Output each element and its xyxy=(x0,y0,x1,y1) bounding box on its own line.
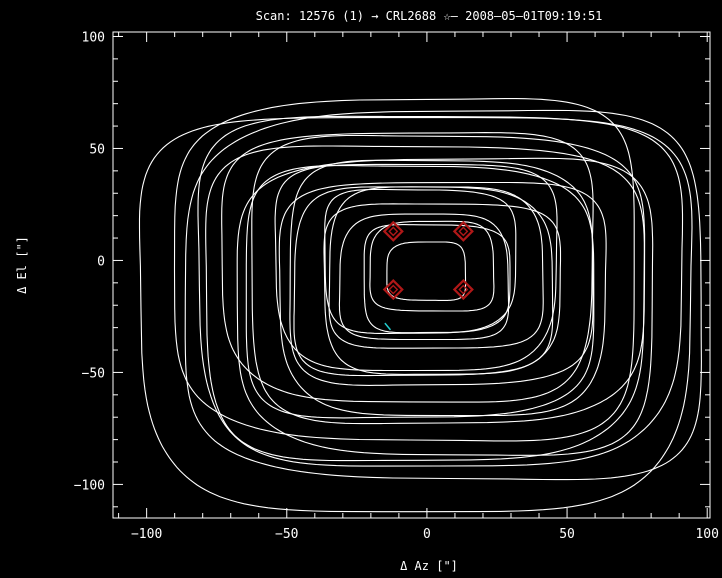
scan-loop-17 xyxy=(323,203,562,375)
source-marker-2 xyxy=(382,279,404,301)
scan-loop-9 xyxy=(369,220,495,312)
y-tick-label: 100 xyxy=(82,30,105,45)
scan-loop-13 xyxy=(236,157,654,456)
source-marker-inner-2 xyxy=(388,284,399,295)
scan-loop-18 xyxy=(324,188,517,334)
x-tick-label: 0 xyxy=(423,527,431,542)
scan-loop-10 xyxy=(386,241,467,301)
scan-loop-1 xyxy=(197,115,684,467)
source-markers xyxy=(382,220,474,301)
y-tick-label: 50 xyxy=(89,142,105,157)
scan-loop-15 xyxy=(278,181,607,417)
x-tick-label: 50 xyxy=(559,527,575,542)
scan-loop-2 xyxy=(205,145,645,462)
scan-traces xyxy=(138,98,702,513)
scan-loop-11 xyxy=(184,109,702,481)
y-axis-title: Δ El ["] xyxy=(15,236,29,294)
source-marker-1 xyxy=(452,220,474,242)
scan-loop-3 xyxy=(251,134,646,425)
axis-ticks: −100 −50 0 50 100 −100 −50 0 50 100 xyxy=(74,30,719,542)
scan-loop-19 xyxy=(363,224,511,334)
plot-frame xyxy=(112,31,711,519)
source-marker-0 xyxy=(382,220,404,242)
x-tick-label: −50 xyxy=(275,527,298,542)
scan-loop-8 xyxy=(338,213,510,341)
x-tick-label: −100 xyxy=(131,527,162,542)
source-marker-3 xyxy=(452,279,474,301)
y-tick-label: −100 xyxy=(74,478,105,493)
cyan-tick-mark xyxy=(384,322,392,331)
y-tick-label: −50 xyxy=(82,366,105,381)
scan-loop-12 xyxy=(173,98,635,442)
y-tick-label: 0 xyxy=(97,254,105,269)
scan-loop-14 xyxy=(221,132,594,403)
source-marker-inner-0 xyxy=(388,226,399,237)
scan-loop-7 xyxy=(328,186,544,349)
source-marker-inner-3 xyxy=(458,284,469,295)
plot-title: Scan: 12576 (1) → CRL2688 ☆— 2008–05–01T… xyxy=(256,9,603,23)
x-axis-title: Δ Az ["] xyxy=(400,559,458,573)
x-tick-label: 100 xyxy=(695,527,718,542)
scan-loop-16 xyxy=(274,163,558,372)
source-marker-inner-1 xyxy=(458,226,469,237)
scan-loop-0 xyxy=(138,117,693,513)
cyan-mark xyxy=(384,322,392,331)
scan-loop-5 xyxy=(289,159,594,386)
